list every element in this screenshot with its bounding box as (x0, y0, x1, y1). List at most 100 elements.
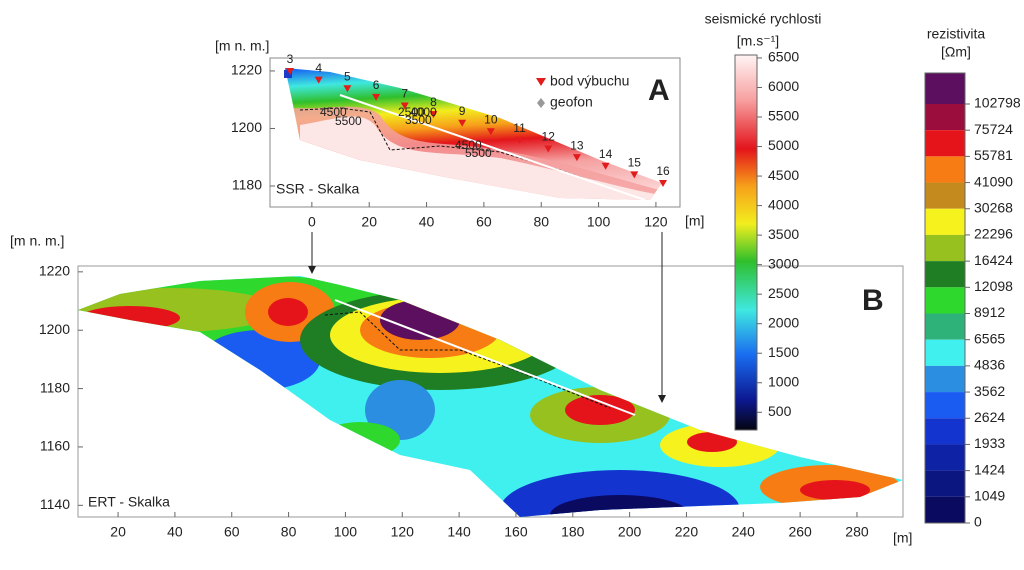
scale-unit: [m.s⁻¹] (737, 33, 779, 49)
shot-marker (286, 68, 294, 75)
shot-label: 14 (599, 147, 613, 161)
y-tick-label: 1180 (232, 177, 262, 193)
contour-label: 5500 (465, 146, 492, 160)
x-tick-label: 60 (224, 524, 240, 540)
velocity-colorbar (734, 54, 758, 431)
ert-refractor (334, 299, 636, 416)
scale-tick-label: 75724 (974, 121, 1013, 137)
contour-label: 4500 (455, 138, 482, 152)
shot-label: 10 (484, 112, 498, 126)
scale-tick-label: 30268 (974, 199, 1013, 215)
scale-tick-label: 0 (974, 514, 982, 530)
scale-tick-label: 4836 (974, 357, 1005, 373)
arrow-head (658, 395, 666, 403)
shot-marker (486, 128, 495, 136)
shot-marker (343, 85, 352, 93)
scale-tick-label: 4000 (768, 196, 799, 212)
scale-tick-label: 5000 (768, 137, 799, 153)
arrow-head (308, 266, 316, 274)
legend-marker (536, 78, 546, 86)
y-tick-label: 1140 (40, 496, 70, 512)
scale-title: seismické rychlosti (705, 11, 822, 27)
scale-tick-label: 5500 (768, 108, 799, 124)
shot-marker (659, 180, 667, 187)
x-tick-label: 120 (391, 524, 415, 540)
scale-tick-label: 55781 (974, 147, 1013, 163)
contour-label: 4000 (410, 105, 437, 119)
shot-label: 5 (344, 69, 351, 83)
scale-tick-label: 3000 (768, 255, 799, 271)
shot-marker (372, 93, 381, 101)
x-tick-label: 200 (618, 524, 642, 540)
legend-text: geofon (550, 94, 593, 110)
scale-tick-label: 6500 (768, 49, 799, 65)
resistivity-bin (925, 496, 965, 523)
shot-marker (572, 154, 581, 162)
shot-marker (314, 76, 323, 84)
x-tick-label: 120 (644, 214, 668, 230)
shot-marker (515, 136, 524, 144)
scale-tick-label: 2500 (768, 285, 799, 301)
x-tick-label: 220 (675, 524, 699, 540)
scale-tick-label: 2000 (768, 314, 799, 330)
resistivity-bin (925, 156, 965, 183)
resistivity-bin (925, 104, 965, 131)
x-tick-label: 180 (561, 524, 585, 540)
contour-label: 5500 (335, 114, 362, 128)
panel-b-frame (77, 265, 904, 518)
x-tick-label: 240 (732, 524, 756, 540)
x-tick-label: 100 (334, 524, 358, 540)
y-tick-label: 1220 (231, 62, 262, 78)
resistivity-bin (925, 287, 965, 314)
scale-tick-label: 8912 (974, 304, 1005, 320)
contour-label: 3500 (405, 113, 432, 127)
shot-label: 11 (513, 121, 526, 135)
scale-tick-label: 2624 (974, 409, 1005, 425)
x-unit: [m] (893, 530, 912, 546)
resistivity-bin (925, 73, 965, 104)
scale-title: rezistivita (927, 26, 986, 42)
x-tick-label: 140 (447, 524, 471, 540)
x-tick-label: 40 (419, 214, 435, 230)
scale-tick-label: 500 (768, 403, 792, 419)
shot-marker (400, 102, 409, 110)
shot-label: 8 (430, 95, 437, 109)
scale-tick-label: 102798 (974, 95, 1021, 111)
resistivity-bin (925, 234, 965, 262)
x-tick-label: 60 (476, 214, 492, 230)
shot-marker (630, 171, 639, 179)
shot-marker (429, 111, 438, 119)
legend-marker (537, 98, 545, 108)
resistivity-bin (925, 365, 965, 393)
resistivity-bin (925, 470, 965, 497)
scale-tick-label: 1424 (974, 461, 1005, 477)
y-axis-label: [m n. m.] (10, 233, 64, 249)
y-axis-label: [m n. m.] (215, 38, 269, 54)
x-tick-label: 0 (308, 214, 316, 230)
shot-marker (458, 119, 467, 127)
x-tick-label: 100 (587, 214, 611, 230)
scale-tick-label: 1000 (768, 373, 799, 389)
ert-contour (324, 311, 611, 409)
resistivity-colorbar (924, 72, 966, 524)
x-tick-label: 40 (167, 524, 183, 540)
x-tick-label: 260 (788, 524, 812, 540)
resistivity-bin (925, 392, 965, 419)
x-tick-label: 80 (533, 214, 549, 230)
contour-label: 4500 (320, 105, 347, 119)
shot-label: 7 (401, 87, 408, 101)
scale-tick-label: 3500 (768, 226, 799, 242)
scale-tick-label: 6565 (974, 330, 1005, 346)
legend-text: bod výbuchu (550, 73, 629, 89)
shot-label: 6 (373, 78, 380, 92)
resistivity-bin (925, 418, 965, 445)
shot-label: 12 (542, 130, 556, 144)
scale-tick-label: 16424 (974, 252, 1013, 268)
panel-label: ERT - Skalka (88, 494, 170, 510)
resistivity-bin (925, 130, 965, 157)
x-tick-label: 80 (281, 524, 297, 540)
contour-label: 2500 (398, 105, 425, 119)
scale-tick-label: 22296 (974, 226, 1013, 242)
resistivity-bin (925, 261, 965, 288)
